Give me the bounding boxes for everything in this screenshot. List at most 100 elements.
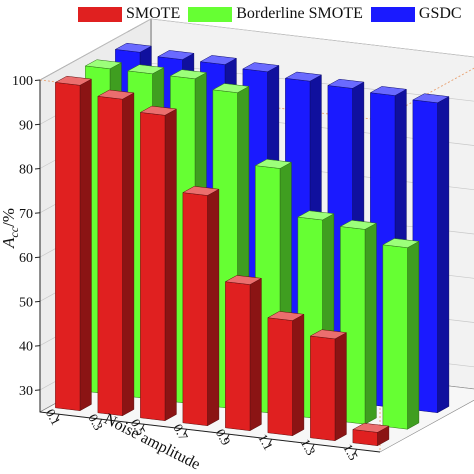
bar-front-face: [225, 281, 251, 431]
legend-item-borderline-smote: Borderline SMOTE: [188, 5, 363, 23]
x-tick-label: 1.5: [340, 441, 361, 462]
x-tick: [140, 424, 145, 431]
bar-top-face: [84, 59, 123, 70]
bar-front-face: [382, 244, 408, 430]
bar-side-face: [79, 78, 92, 412]
y-tick-label: 30: [19, 384, 33, 399]
bar-side-face: [334, 332, 347, 442]
chart-bars: [54, 42, 450, 447]
x-tick: [268, 439, 273, 446]
y-axis-title-suffix: /%: [0, 208, 18, 227]
y-tick: [34, 389, 41, 391]
bar-top-face: [242, 62, 280, 73]
bar-top-face: [284, 71, 323, 82]
y-tick: [34, 79, 41, 81]
bar-front-face: [97, 96, 123, 416]
y-tick-label: 40: [19, 340, 33, 355]
bar-top-face: [412, 93, 450, 104]
bar-smote-1.5: [352, 423, 390, 447]
y-tick-label: 80: [19, 163, 33, 178]
y-axis-title-main: A: [0, 237, 18, 249]
bar-top-face: [254, 159, 293, 169]
legend-swatch-gsdc: [370, 6, 415, 22]
bar-top-face: [267, 311, 305, 321]
bar-front-face: [140, 112, 166, 421]
bar-front-face: [310, 335, 336, 441]
bar-side-face: [364, 222, 377, 425]
bar-top-face: [297, 210, 335, 221]
legend-label-borderline-smote: Borderline SMOTE: [236, 5, 363, 22]
bar-front-face: [55, 82, 81, 411]
bar-top-face: [182, 186, 220, 196]
bar-smote-0.1: [54, 75, 93, 412]
legend-item-gsdc: GSDC: [370, 5, 462, 23]
bar-borderline-smote-1.5: [382, 238, 420, 430]
y-tick: [34, 168, 41, 170]
gridline: [39, 18, 474, 81]
legend-swatch-borderline-smote: [188, 6, 233, 22]
bar-side-face: [437, 96, 450, 414]
x-tick: [55, 414, 60, 421]
bar-top-face: [199, 55, 238, 65]
y-tick: [34, 300, 41, 303]
x-tick: [225, 434, 230, 441]
bar-top-face: [54, 75, 93, 86]
bar-top-face: [139, 105, 178, 116]
x-tick-label: 0.1: [43, 406, 64, 427]
bar-side-face: [407, 240, 420, 430]
x-tick-label: 0.3: [85, 411, 106, 432]
bar-top-face: [114, 42, 153, 53]
y-tick-label: 70: [19, 207, 33, 222]
x-tick-label: 1.1: [255, 431, 276, 452]
bar-front-face: [267, 317, 293, 436]
x-tick-label: 0.5: [128, 416, 149, 437]
bar-smote-1.3: [309, 329, 348, 442]
bar-side-face: [164, 108, 177, 422]
y-tick: [34, 345, 41, 347]
bar-front-face: [182, 192, 208, 426]
x-axis-line: [39, 411, 381, 453]
bar-side-face: [207, 188, 220, 427]
legend-label-smote: SMOTE: [126, 5, 181, 22]
bar-side-face: [249, 277, 262, 432]
bar-smote-1.1: [267, 311, 305, 437]
legend-label-gsdc: GSDC: [418, 5, 462, 22]
x-tick: [310, 444, 315, 451]
x-tick: [183, 429, 188, 436]
bar-top-face: [327, 78, 365, 89]
y-tick-label: 50: [19, 295, 33, 310]
bar-smote-0.9: [224, 275, 263, 432]
bar-top-face: [97, 89, 135, 100]
bar-top-face: [339, 220, 378, 230]
bar-top-face: [309, 329, 348, 340]
bar-top-face: [169, 69, 208, 80]
y-tick: [34, 123, 41, 126]
y-tick-label: 100: [12, 74, 33, 89]
y-tick-label: 60: [19, 251, 33, 266]
bar-top-face: [352, 423, 390, 433]
bar-smote-0.3: [97, 89, 135, 417]
y-tick: [34, 256, 41, 259]
bar-top-face: [127, 64, 165, 75]
bar-top-face: [382, 238, 420, 248]
x-tick-label: 1.3: [298, 436, 319, 457]
bar-top-face: [224, 275, 263, 285]
legend-swatch-smote: [78, 6, 122, 22]
x-tick-label: 0.9: [213, 426, 234, 447]
y-axis-title-subscript: cc: [7, 226, 21, 237]
x-tick-label: 0.7: [170, 421, 191, 443]
bar-smote-0.5: [139, 105, 178, 422]
bar-smote-0.7: [182, 186, 220, 427]
y-tick: [34, 212, 41, 214]
legend-item-smote: SMOTE: [78, 5, 180, 23]
chart-legend: SMOTE Borderline SMOTE GSDC: [78, 2, 464, 26]
y-axis-title: Acc/%: [0, 208, 21, 249]
x-tick: [98, 419, 103, 426]
bar-top-face: [369, 86, 408, 96]
bar-top-face: [212, 83, 250, 93]
y-tick-label: 90: [19, 118, 33, 133]
bar-side-face: [292, 313, 305, 437]
bar-top-face: [157, 50, 195, 60]
